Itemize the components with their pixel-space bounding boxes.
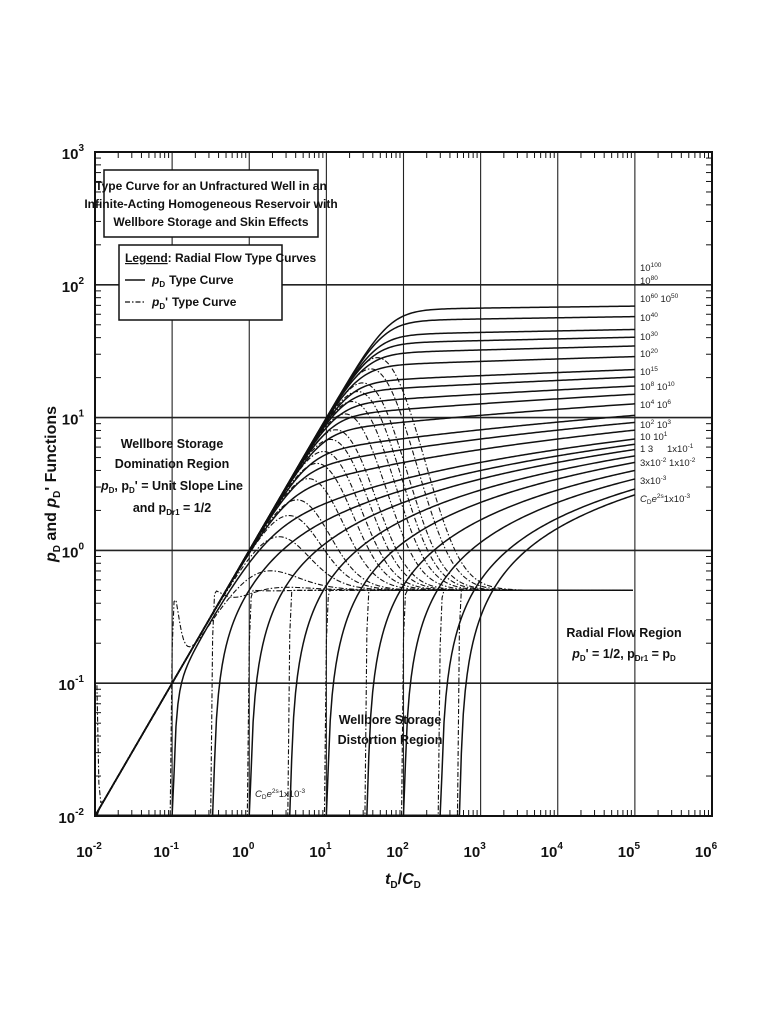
curve-label: 1015 bbox=[640, 366, 658, 378]
storage-distortion-annotation: Wellbore Storage Distortion Region bbox=[338, 713, 443, 747]
y-tick-label: 103 bbox=[62, 143, 85, 163]
curve-label: 1040 bbox=[640, 312, 658, 324]
curve-label: 1020 bbox=[640, 348, 658, 360]
legend-entry-pd: pD Type Curve bbox=[151, 273, 234, 289]
x-tick-label: 104 bbox=[541, 841, 564, 861]
pd-type-curve bbox=[95, 438, 635, 817]
pd-prime-type-curve bbox=[96, 438, 633, 813]
y-tick-label: 10-2 bbox=[58, 807, 84, 827]
x-tick-label: 106 bbox=[695, 841, 718, 861]
legend-header-rest: : Radial Flow Type Curves bbox=[168, 251, 317, 265]
y-tick-label: 10-1 bbox=[58, 674, 84, 694]
x-tick-label: 103 bbox=[464, 841, 487, 861]
tick-labels: 10-2 10-1 100 101 102 103 104 105 106 10-2 10-1 100… bbox=[58, 143, 717, 861]
pd-type-curve bbox=[95, 443, 635, 817]
pd-prime-type-curve bbox=[96, 368, 633, 813]
x-tick-label: 105 bbox=[618, 841, 641, 861]
x-tick-label: 10-1 bbox=[153, 841, 179, 861]
radial-flow-annotation: Radial Flow Region pD' = 1/2, pDr1 = pD bbox=[566, 626, 681, 663]
curve-label: 108 1010 bbox=[640, 381, 675, 393]
curve-label: CDe2s1x10-3 bbox=[640, 493, 691, 506]
title-box: Type Curve for an Unfractured Well in an… bbox=[84, 169, 338, 238]
curve-label: 1030 bbox=[640, 331, 658, 343]
legend-entry-pdprime: pD' Type Curve bbox=[151, 295, 237, 311]
pd-prime-type-curve bbox=[96, 450, 633, 813]
svg-text:pD' = 1/2, pDr1 = pD: pD' = 1/2, pDr1 = pD bbox=[571, 647, 676, 663]
title-line-3: Wellbore Storage and Skin Effects bbox=[113, 215, 308, 229]
pd-prime-type-curve bbox=[96, 536, 633, 804]
plot-frame bbox=[94, 151, 713, 817]
svg-text:Wellbore Storage: Wellbore Storage bbox=[339, 713, 442, 727]
pd-prime-type-curve bbox=[96, 413, 633, 813]
y-axis-title: pD and pD' Functions bbox=[43, 406, 63, 563]
legend-header-underlined: Legend bbox=[125, 251, 168, 265]
title-line-1: Type Curve for an Unfractured Well in an bbox=[95, 179, 327, 193]
y-tick-label: 101 bbox=[62, 409, 85, 429]
svg-text:Wellbore Storage: Wellbore Storage bbox=[121, 437, 224, 451]
tick-marks bbox=[95, 152, 712, 816]
legend-box: Legend: Radial Flow Type Curves pD Type C… bbox=[118, 244, 316, 321]
curve-label: 102 103 bbox=[640, 419, 671, 431]
legend-header: Legend: Radial Flow Type Curves bbox=[125, 251, 316, 265]
curve-label: 10100 bbox=[640, 262, 662, 274]
y-tick-label: 100 bbox=[62, 541, 85, 561]
x-tick-label: 102 bbox=[386, 841, 409, 861]
curve-label: 10 101 bbox=[640, 431, 668, 443]
pd-prime-type-curve bbox=[96, 478, 633, 813]
curve-label: 1080 bbox=[640, 275, 658, 287]
pd-type-curve bbox=[94, 414, 635, 816]
x-tick-label: 10-2 bbox=[76, 841, 102, 861]
curve-label: 3x10-2 1x10-2 bbox=[640, 457, 696, 469]
pd-prime-type-curve bbox=[96, 357, 633, 813]
curve-label: 1060 1050 bbox=[640, 293, 679, 305]
x-tick-label: 100 bbox=[232, 841, 255, 861]
title-line-2: Infinite-Acting Homogeneous Reservoir wi… bbox=[84, 197, 337, 211]
y-tick-label: 102 bbox=[62, 276, 85, 296]
svg-text:pD, pD' = Unit Slope Line: pD, pD' = Unit Slope Line bbox=[100, 479, 243, 495]
svg-text:and pDr1 = 1/2: and pDr1 = 1/2 bbox=[133, 501, 211, 517]
min-curve-label: CDe2s1x10-3 bbox=[255, 788, 306, 801]
svg-text:Domination Region: Domination Region bbox=[115, 457, 230, 471]
svg-text:Distortion Region: Distortion Region bbox=[338, 733, 443, 747]
curve-label: 3x10-3 bbox=[640, 475, 667, 487]
svg-text:Radial Flow Region: Radial Flow Region bbox=[566, 626, 681, 640]
storage-domination-annotation: Wellbore Storage Domination Region pD, p… bbox=[100, 437, 243, 517]
curve-label: 1x10-1 bbox=[667, 443, 694, 455]
curve-label: 104 106 bbox=[640, 399, 671, 411]
pd-prime-type-curve bbox=[96, 570, 633, 816]
x-tick-label: 101 bbox=[309, 841, 332, 861]
pd-prime-type-curve bbox=[96, 390, 633, 813]
curve-label: 1 3 bbox=[640, 444, 653, 455]
x-axis-title: tD/CD bbox=[385, 871, 421, 891]
